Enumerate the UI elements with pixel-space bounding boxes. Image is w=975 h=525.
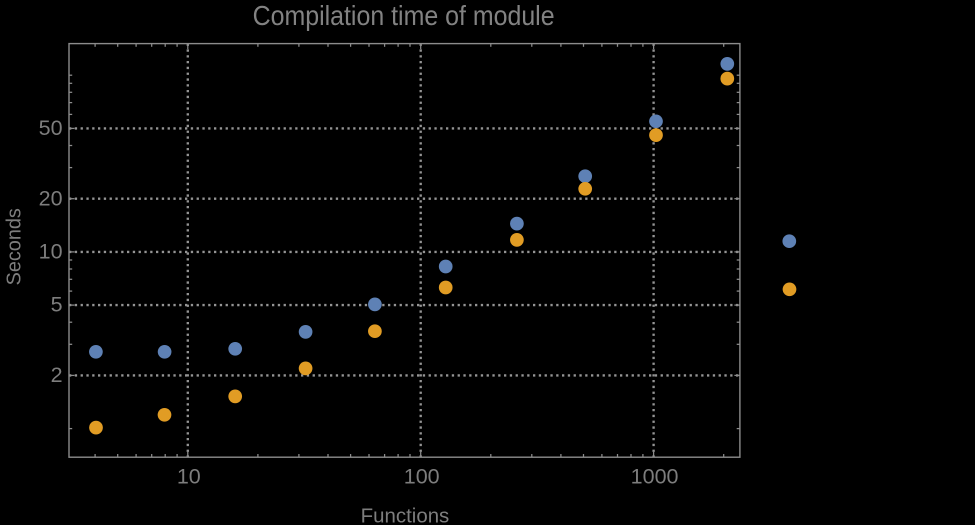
svg-text:Seconds: Seconds bbox=[4, 208, 26, 285]
svg-text:Functions: Functions bbox=[361, 506, 450, 525]
svg-text:100: 100 bbox=[404, 465, 440, 489]
svg-text:5: 5 bbox=[51, 293, 63, 317]
svg-text:10: 10 bbox=[177, 465, 201, 489]
svg-text:2: 2 bbox=[51, 363, 63, 387]
svg-text:50: 50 bbox=[39, 116, 63, 140]
svg-text:10: 10 bbox=[39, 240, 63, 264]
svg-text:1000: 1000 bbox=[631, 465, 679, 489]
svg-text:Compilation time of module: Compilation time of module bbox=[253, 0, 555, 31]
svg-text:20: 20 bbox=[39, 186, 63, 210]
